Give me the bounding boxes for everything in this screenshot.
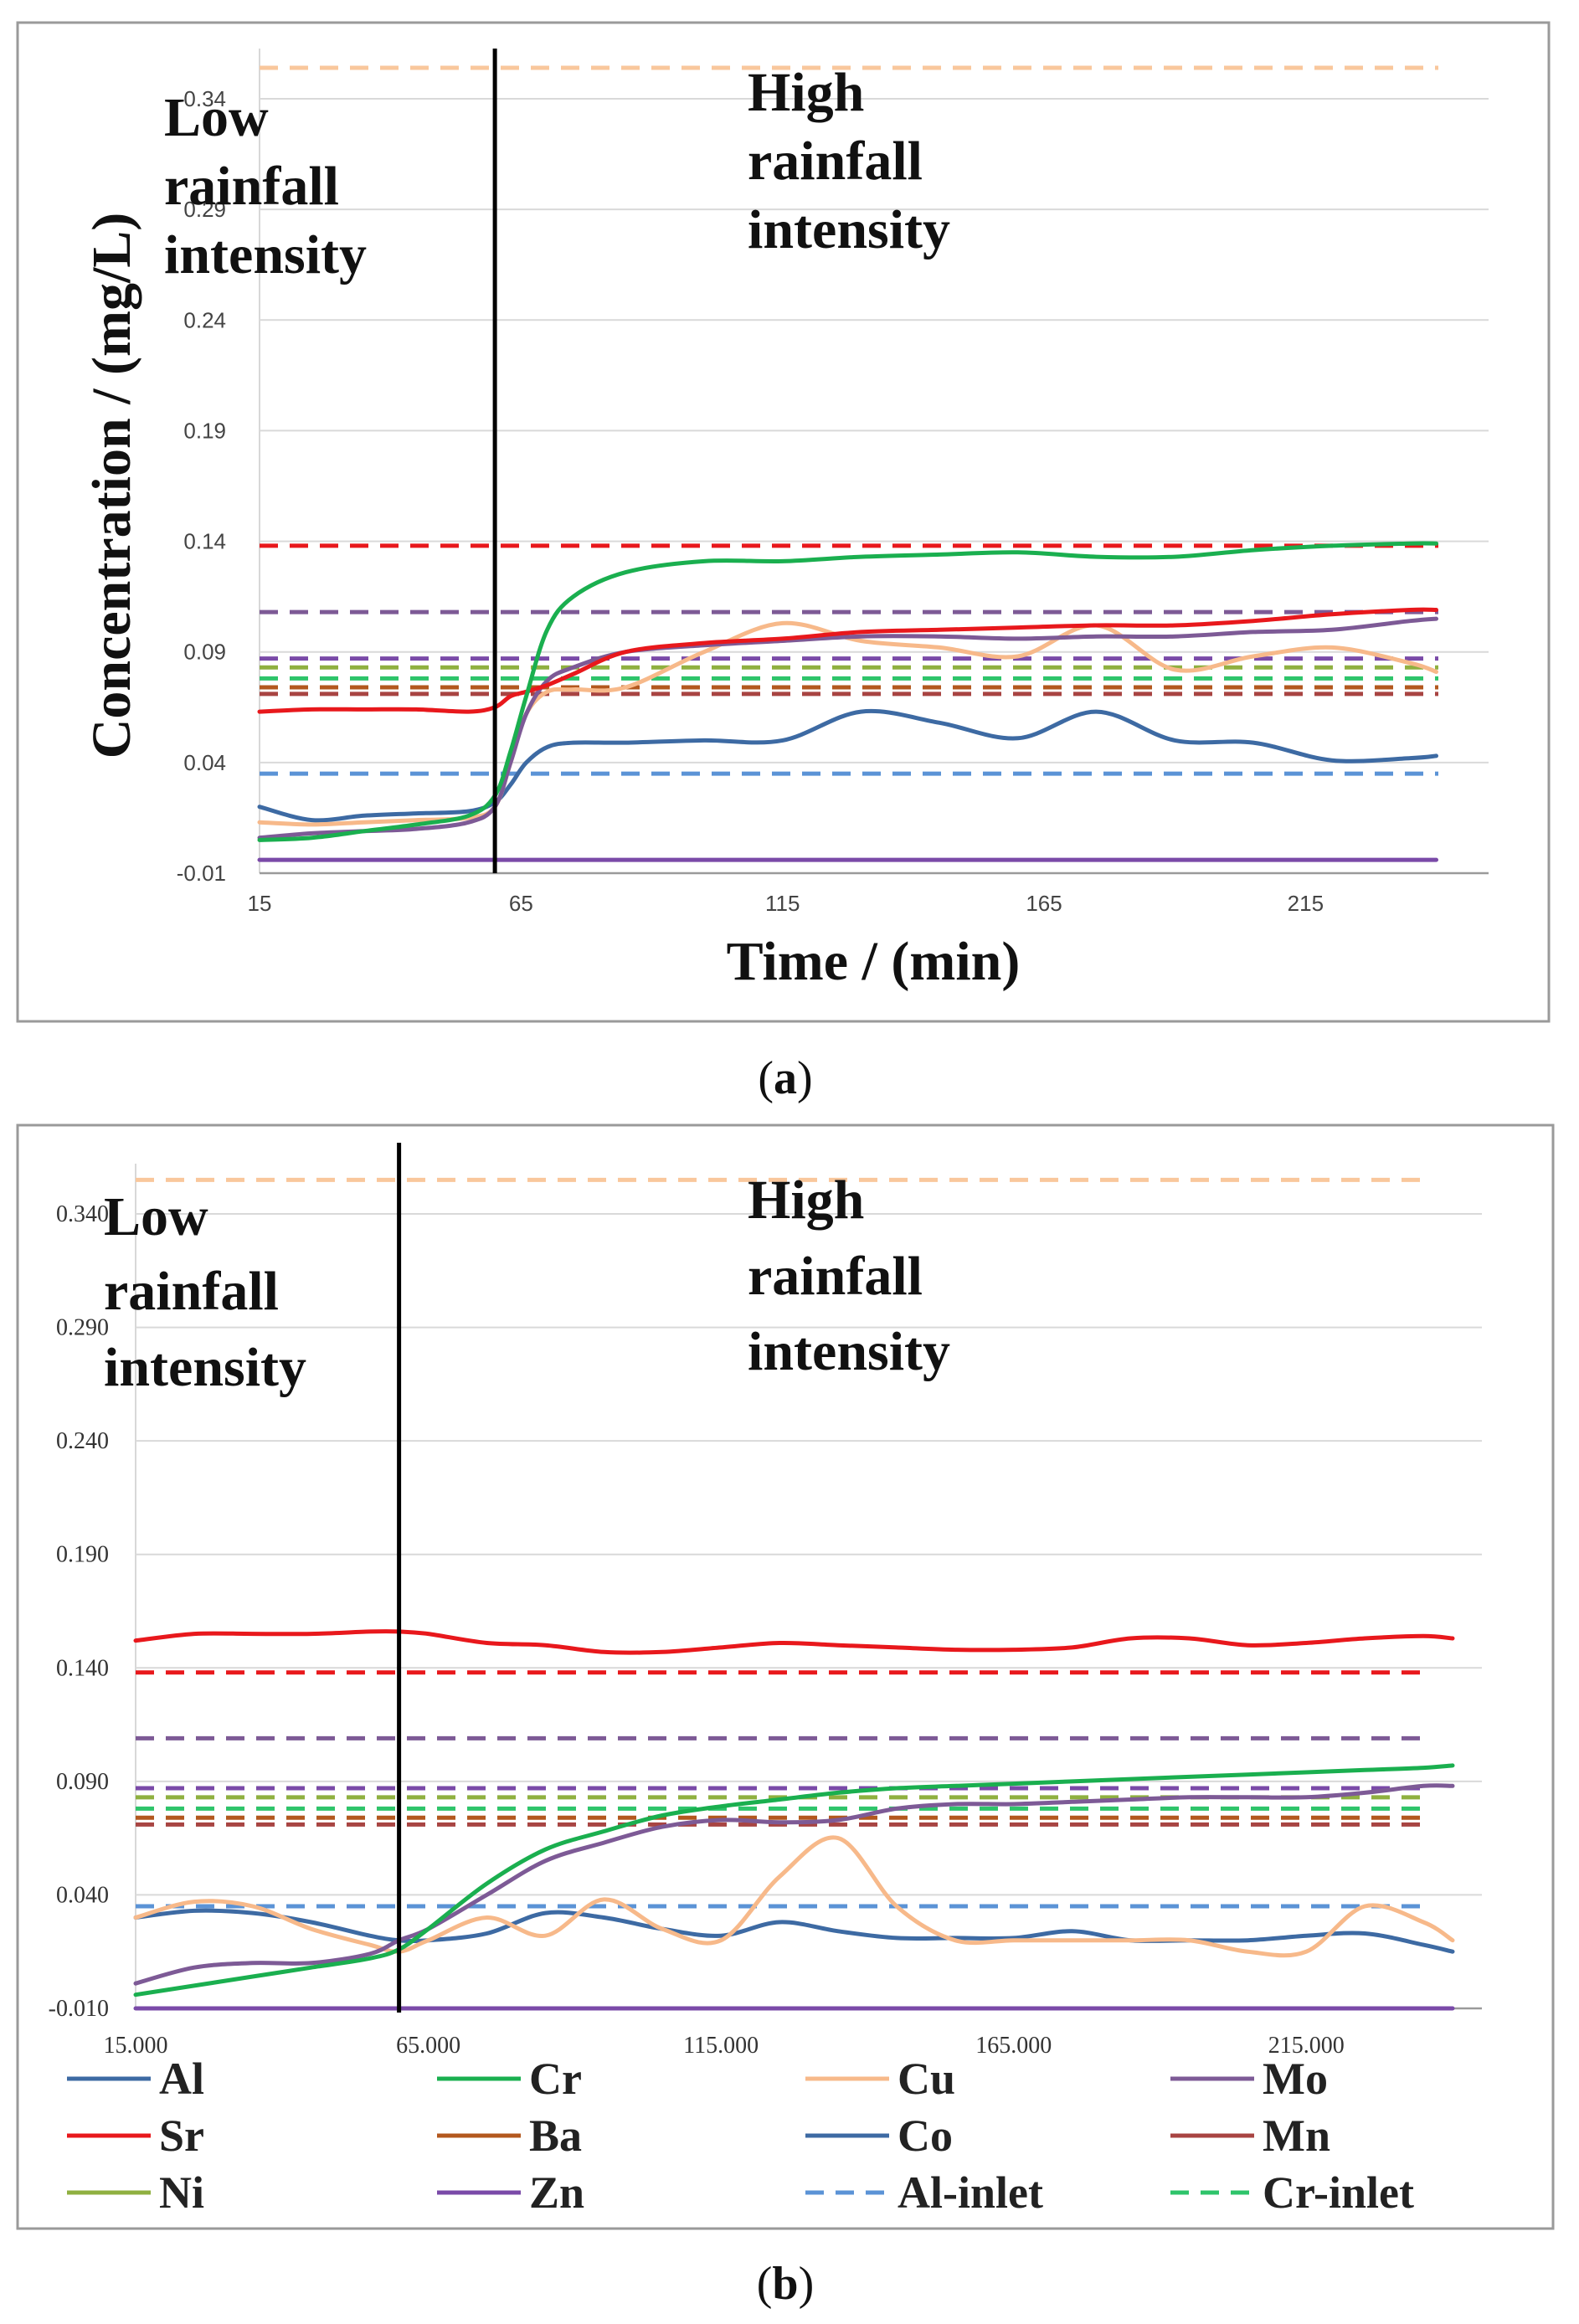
y-tick-label: 0.240	[56, 1428, 109, 1454]
x-tick-label: 115	[765, 891, 800, 916]
annotation-low-rainfall: intensity	[164, 224, 367, 285]
annotation-high-rainfall: intensity	[748, 199, 950, 260]
x-tick-label: 65	[509, 891, 533, 916]
x-tick-label: 215	[1288, 891, 1324, 916]
series-line-sr	[257, 607, 1438, 714]
series-line-sr	[133, 1629, 1455, 1655]
panel-b-frame	[16, 1123, 1555, 2230]
annotation-low-rainfall: Low	[104, 1186, 208, 1247]
y-tick-label: -0.01	[177, 861, 226, 886]
series-line-mo	[257, 616, 1438, 841]
legend-label-al: Al	[159, 2054, 204, 2104]
series-line-al	[133, 1908, 1455, 1954]
series-line-cr	[133, 1763, 1455, 1998]
x-axis-title: Time / (min)	[727, 931, 1021, 992]
annotation-low-rainfall: rainfall	[104, 1261, 279, 1322]
annotation-low-rainfall: Low	[164, 87, 269, 148]
legend-label-ni: Ni	[159, 2167, 204, 2218]
x-tick-label: 165	[1026, 891, 1062, 916]
series-line-al	[257, 708, 1438, 823]
x-tick-label: 215.000	[1268, 2033, 1345, 2059]
series-line-mo	[133, 1783, 1455, 1986]
y-tick-label: 0.24	[183, 307, 226, 332]
x-tick-label: 15	[248, 891, 272, 916]
y-axis-title: Concentration / (mg/L)	[81, 213, 142, 759]
annotation-high-rainfall: rainfall	[748, 131, 923, 192]
legend-label-co: Co	[898, 2111, 953, 2161]
legend-label-al-inlet: Al-inlet	[898, 2167, 1043, 2218]
x-tick-label: 15.000	[104, 2033, 168, 2059]
y-tick-label: 0.190	[56, 1542, 109, 1568]
y-tick-label: 0.29	[183, 197, 226, 222]
x-tick-label: 165.000	[975, 2033, 1052, 2059]
legend-label-cr-inlet: Cr-inlet	[1263, 2167, 1414, 2218]
series-line-cu	[133, 1835, 1455, 1958]
annotation-low-rainfall: rainfall	[164, 156, 339, 217]
y-tick-label: 0.340	[56, 1201, 109, 1227]
annotation-high-rainfall: rainfall	[748, 1246, 923, 1307]
y-tick-label: 0.140	[56, 1655, 109, 1681]
chart-legend: Al Cr Cu Mo Sr Ba Co Mn Ni Zn Al-inlet Cr-inlet	[67, 2054, 1414, 2218]
y-tick-label: 0.290	[56, 1315, 109, 1341]
legend-label-mn: Mn	[1263, 2111, 1330, 2161]
panel-b-caption: (b)	[757, 2258, 814, 2310]
x-tick-label: 115.000	[683, 2033, 759, 2059]
legend-label-sr: Sr	[159, 2111, 204, 2161]
y-tick-label: 0.14	[183, 529, 226, 554]
annotation-high-rainfall: High	[748, 62, 864, 123]
legend-label-cr: Cr	[529, 2054, 582, 2104]
y-tick-label: 0.090	[56, 1769, 109, 1795]
y-tick-label: 0.040	[56, 1882, 109, 1908]
y-tick-label: 0.34	[183, 86, 226, 111]
y-tick-label: 0.09	[183, 640, 226, 665]
y-tick-label: -0.010	[49, 1996, 109, 2022]
legend-label-mo: Mo	[1263, 2054, 1328, 2104]
y-tick-label: 0.19	[183, 418, 226, 443]
legend-label-cu: Cu	[898, 2054, 955, 2104]
chart-panel-a: -0.01 0.04 0.09 0.14 0.19 0.24 0.29 0.34 15 65 115…	[81, 49, 1489, 992]
legend-label-ba: Ba	[529, 2111, 582, 2161]
y-tick-label: 0.04	[183, 750, 226, 775]
panel-a-caption: (a)	[758, 1052, 812, 1104]
chart-panel-b: -0.010 0.040 0.090 0.140 0.190 0.240 0.290 0.34…	[49, 1143, 1482, 2059]
x-tick-label: 65.000	[396, 2033, 460, 2059]
legend-label-zn: Zn	[529, 2167, 584, 2218]
annotation-high-rainfall: intensity	[748, 1321, 950, 1382]
panel-a-frame	[16, 21, 1551, 1023]
annotation-high-rainfall: High	[748, 1170, 864, 1231]
annotation-low-rainfall: intensity	[104, 1337, 306, 1398]
series-line-cr	[257, 541, 1438, 842]
